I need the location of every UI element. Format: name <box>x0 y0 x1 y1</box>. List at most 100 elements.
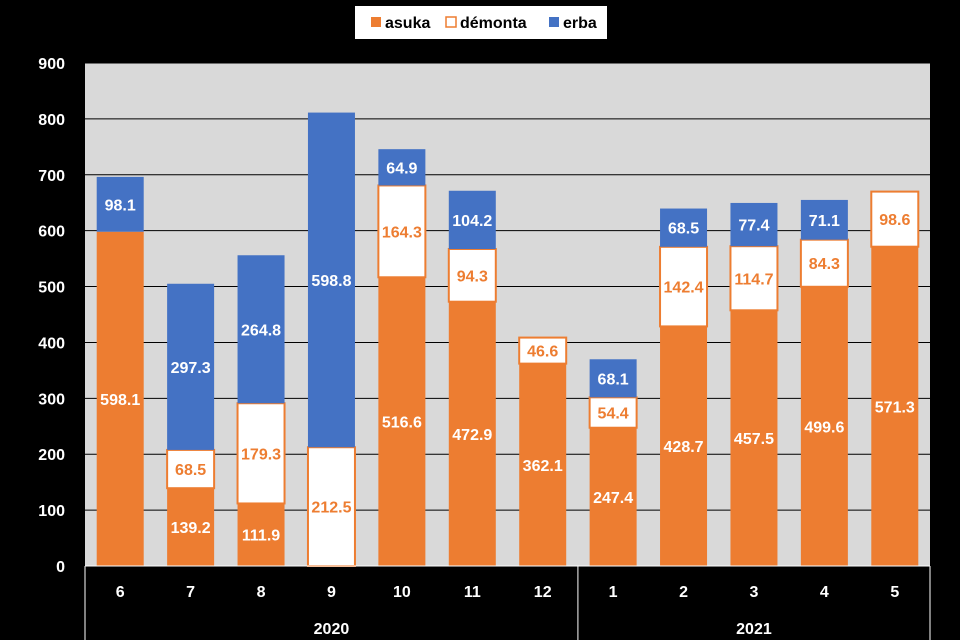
x-tick-label: 5 <box>890 584 899 601</box>
data-label-démonta: 212.5 <box>311 500 351 517</box>
y-tick-label: 400 <box>38 335 65 352</box>
bar-erba <box>307 112 355 448</box>
x-tick-label: 10 <box>393 584 411 601</box>
data-label-erba: 68.5 <box>668 221 699 238</box>
y-axis-tick-labels: 0 100 200 300 400 500 600 700 800 900 <box>38 56 65 576</box>
data-label-asuka: 598.1 <box>100 392 140 409</box>
data-labels: 598.1 98.1 139.2 68.5 297.3 111.9 179.3 264.8 21… <box>100 160 915 544</box>
bar-démonta <box>306 446 356 567</box>
bar-erba <box>589 359 637 398</box>
y-tick-label: 200 <box>38 447 65 464</box>
data-label-erba: 71.1 <box>809 213 840 230</box>
x-tick-label: 4 <box>820 584 829 601</box>
data-label-asuka: 111.9 <box>242 528 280 545</box>
data-label-démonta: 54.4 <box>598 406 629 423</box>
bar-erba <box>800 199 848 240</box>
data-label-démonta: 98.6 <box>879 212 910 229</box>
data-label-asuka: 472.9 <box>452 427 492 444</box>
y-tick-label: 800 <box>38 112 65 129</box>
legend-label-asuka: asuka <box>385 15 430 32</box>
plot-area <box>85 63 930 566</box>
data-label-erba: 598.8 <box>311 273 351 290</box>
data-label-erba: 77.4 <box>738 218 769 235</box>
data-label-démonta: 84.3 <box>809 256 840 273</box>
bar-démonta <box>377 184 427 279</box>
legend-swatch-erba <box>549 17 559 27</box>
bar-asuka <box>589 427 637 566</box>
bar-erba <box>660 208 708 247</box>
data-label-démonta: 94.3 <box>457 268 488 285</box>
bar-démonta <box>518 336 568 365</box>
legend-box <box>355 6 607 39</box>
bar-asuka <box>167 488 215 566</box>
y-tick-label: 100 <box>38 503 65 520</box>
data-label-asuka: 428.7 <box>664 439 704 456</box>
bar-asuka <box>871 246 919 566</box>
x-group-label: 2021 <box>736 621 772 638</box>
y-tick-label: 500 <box>38 280 65 297</box>
bar-démonta <box>236 402 286 505</box>
y-tick-label: 300 <box>38 391 65 408</box>
x-tick-label: 2 <box>679 584 688 601</box>
data-label-asuka: 571.3 <box>875 399 915 416</box>
data-label-erba: 297.3 <box>171 360 211 377</box>
data-label-erba: 98.1 <box>105 197 136 214</box>
bar-erba <box>96 176 144 232</box>
bar-démonta <box>729 245 779 312</box>
bar-asuka <box>660 326 708 566</box>
bar-asuka <box>237 503 285 566</box>
bar-asuka <box>519 363 567 566</box>
bar-démonta <box>799 238 849 288</box>
y-tick-label: 600 <box>38 224 65 241</box>
bar-asuka <box>96 231 144 566</box>
x-tick-label: 12 <box>534 584 552 601</box>
data-label-démonta: 68.5 <box>175 462 206 479</box>
bar-asuka <box>730 310 778 566</box>
data-label-asuka: 457.5 <box>734 431 774 448</box>
y-tick-label: 900 <box>38 56 65 73</box>
data-label-démonta: 179.3 <box>241 446 281 463</box>
x-tick-label: 3 <box>750 584 759 601</box>
data-label-asuka: 247.4 <box>593 490 633 507</box>
bar-démonta <box>870 190 920 248</box>
legend-label-erba: erba <box>563 15 597 32</box>
data-label-démonta: 164.3 <box>382 224 422 241</box>
data-label-erba: 264.8 <box>241 322 281 339</box>
bars <box>96 112 920 567</box>
data-label-asuka: 362.1 <box>523 458 563 475</box>
bar-asuka <box>378 277 426 566</box>
data-label-erba: 64.9 <box>386 160 417 177</box>
bar-erba <box>167 283 215 450</box>
legend: asuka démonta erba <box>355 6 607 39</box>
data-label-démonta: 46.6 <box>527 344 558 361</box>
bar-asuka <box>448 301 496 566</box>
x-tick-label: 9 <box>327 584 336 601</box>
data-label-asuka: 499.6 <box>804 419 844 436</box>
y-tick-label: 0 <box>56 559 65 576</box>
bar-erba <box>237 255 285 404</box>
data-label-erba: 104.2 <box>452 213 492 230</box>
bar-erba <box>378 149 426 186</box>
data-label-démonta: 142.4 <box>664 280 704 297</box>
legend-swatch-démonta <box>445 16 457 28</box>
bar-erba <box>448 190 496 249</box>
x-tick-label: 1 <box>609 584 618 601</box>
data-label-asuka: 516.6 <box>382 415 422 432</box>
bar-démonta <box>166 448 216 490</box>
bar-asuka <box>800 286 848 566</box>
x-group-label: 2020 <box>314 621 350 638</box>
legend-label-démonta: démonta <box>460 15 527 32</box>
y-tick-label: 700 <box>38 168 65 185</box>
data-label-asuka: 139.2 <box>171 520 211 537</box>
x-tick-label: 6 <box>116 584 125 601</box>
x-tick-label: 11 <box>464 584 481 601</box>
legend-swatch-asuka <box>371 17 381 27</box>
data-label-erba: 68.1 <box>598 371 629 388</box>
data-label-démonta: 114.7 <box>734 271 773 288</box>
gridlines <box>85 62 930 567</box>
bar-erba <box>730 202 778 247</box>
x-tick-label: 7 <box>186 584 195 601</box>
x-tick-label: 8 <box>257 584 266 601</box>
